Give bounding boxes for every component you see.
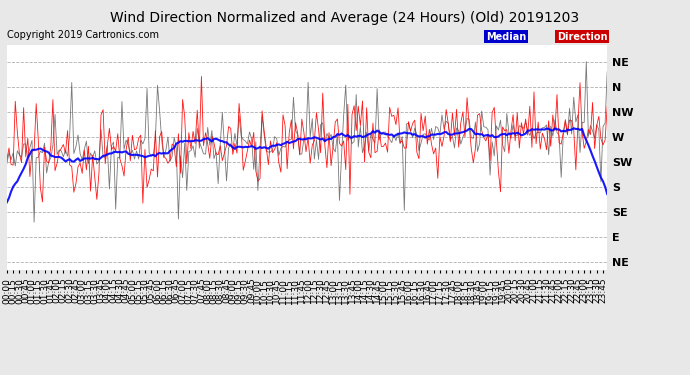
Text: Median: Median [486, 32, 526, 42]
Text: Copyright 2019 Cartronics.com: Copyright 2019 Cartronics.com [7, 30, 159, 40]
Text: Direction: Direction [557, 32, 607, 42]
Text: Wind Direction Normalized and Average (24 Hours) (Old) 20191203: Wind Direction Normalized and Average (2… [110, 11, 580, 25]
